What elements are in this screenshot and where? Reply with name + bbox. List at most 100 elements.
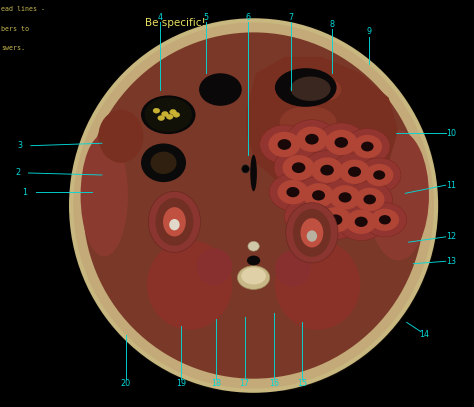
Ellipse shape: [353, 135, 382, 158]
Ellipse shape: [248, 241, 259, 251]
Ellipse shape: [311, 158, 343, 183]
Ellipse shape: [274, 148, 323, 187]
Ellipse shape: [348, 166, 361, 177]
Ellipse shape: [311, 200, 360, 239]
Ellipse shape: [292, 162, 305, 173]
Ellipse shape: [347, 182, 392, 217]
Text: 5: 5: [204, 13, 209, 22]
Ellipse shape: [166, 114, 173, 119]
Text: 19: 19: [176, 379, 186, 388]
Ellipse shape: [141, 96, 195, 134]
Ellipse shape: [337, 203, 385, 241]
Ellipse shape: [173, 112, 180, 117]
Ellipse shape: [169, 219, 180, 230]
Ellipse shape: [148, 191, 201, 252]
Ellipse shape: [278, 139, 291, 150]
Ellipse shape: [71, 20, 436, 391]
Ellipse shape: [302, 211, 316, 222]
Ellipse shape: [269, 173, 317, 211]
Text: 7: 7: [288, 13, 293, 22]
Ellipse shape: [361, 142, 374, 151]
Ellipse shape: [303, 183, 334, 208]
Ellipse shape: [367, 130, 429, 260]
Ellipse shape: [241, 267, 266, 284]
Ellipse shape: [330, 185, 360, 210]
Ellipse shape: [357, 158, 401, 192]
Ellipse shape: [339, 160, 370, 184]
Text: bers to: bers to: [1, 26, 29, 32]
Ellipse shape: [81, 134, 128, 256]
Text: 2: 2: [16, 168, 20, 177]
Ellipse shape: [280, 106, 337, 138]
Text: ead lines -: ead lines -: [1, 6, 45, 12]
Ellipse shape: [302, 151, 352, 190]
Ellipse shape: [196, 248, 232, 285]
Ellipse shape: [147, 240, 232, 330]
Ellipse shape: [319, 207, 352, 232]
Ellipse shape: [301, 218, 323, 247]
Text: 12: 12: [446, 232, 456, 241]
Ellipse shape: [307, 230, 317, 242]
Ellipse shape: [295, 177, 342, 214]
Text: Be specific!: Be specific!: [145, 18, 205, 28]
Ellipse shape: [338, 192, 352, 203]
Ellipse shape: [379, 215, 391, 225]
Text: 3: 3: [18, 141, 22, 150]
Ellipse shape: [250, 155, 257, 191]
Ellipse shape: [345, 129, 390, 164]
Ellipse shape: [305, 134, 319, 144]
Ellipse shape: [317, 123, 366, 162]
Text: 6: 6: [246, 13, 250, 22]
Ellipse shape: [303, 77, 341, 102]
Ellipse shape: [346, 210, 376, 234]
Text: 10: 10: [446, 129, 456, 138]
Ellipse shape: [365, 164, 393, 186]
Ellipse shape: [275, 240, 360, 330]
Ellipse shape: [237, 266, 270, 289]
Ellipse shape: [278, 180, 308, 204]
Ellipse shape: [293, 209, 331, 257]
Text: 13: 13: [446, 257, 456, 266]
Ellipse shape: [363, 203, 407, 237]
Ellipse shape: [321, 179, 369, 216]
Ellipse shape: [275, 68, 337, 107]
Ellipse shape: [320, 165, 334, 175]
Ellipse shape: [371, 209, 399, 231]
Ellipse shape: [293, 204, 325, 229]
Text: 16: 16: [269, 379, 279, 388]
Ellipse shape: [373, 170, 385, 180]
Ellipse shape: [287, 120, 337, 159]
Ellipse shape: [141, 144, 186, 182]
Text: swers.: swers.: [1, 45, 25, 51]
Ellipse shape: [286, 187, 300, 197]
Ellipse shape: [170, 109, 176, 114]
Ellipse shape: [318, 128, 365, 157]
Ellipse shape: [242, 165, 249, 173]
Ellipse shape: [153, 108, 160, 113]
Ellipse shape: [199, 73, 242, 106]
Text: 4: 4: [158, 13, 163, 22]
Ellipse shape: [312, 190, 325, 201]
Ellipse shape: [151, 152, 176, 174]
Ellipse shape: [83, 33, 424, 379]
Ellipse shape: [355, 188, 384, 211]
Text: 8: 8: [329, 20, 334, 29]
Ellipse shape: [260, 125, 309, 164]
Ellipse shape: [284, 197, 334, 236]
Ellipse shape: [158, 116, 164, 120]
Ellipse shape: [163, 207, 186, 236]
Text: 11: 11: [446, 181, 456, 190]
Ellipse shape: [355, 217, 368, 227]
Text: 14: 14: [419, 330, 429, 339]
Polygon shape: [246, 57, 398, 195]
Ellipse shape: [145, 97, 192, 132]
Ellipse shape: [296, 127, 328, 152]
Ellipse shape: [290, 77, 331, 101]
Ellipse shape: [325, 130, 357, 155]
Ellipse shape: [247, 256, 260, 265]
Ellipse shape: [268, 132, 301, 157]
Text: 9: 9: [366, 27, 371, 36]
Text: 18: 18: [211, 379, 221, 388]
Ellipse shape: [329, 214, 342, 225]
Text: 1: 1: [22, 188, 27, 197]
